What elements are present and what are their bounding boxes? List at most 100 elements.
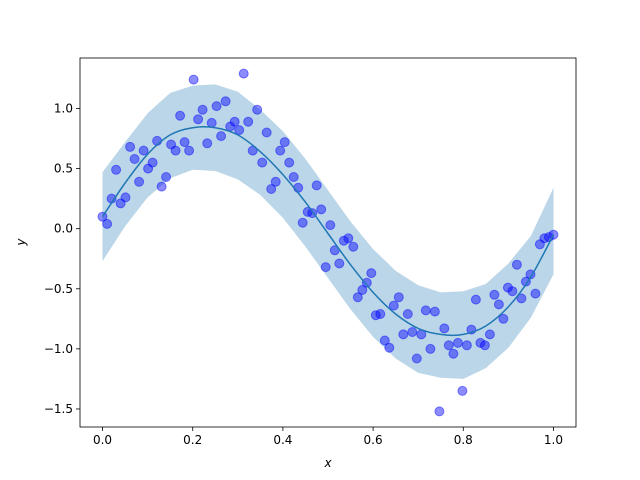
data-point <box>125 141 136 152</box>
y-tick-label: 0.5 <box>54 162 73 176</box>
data-point <box>111 164 122 175</box>
data-point <box>425 343 436 354</box>
data-point <box>470 294 481 305</box>
y-tick-label: 1.0 <box>54 101 73 115</box>
data-point <box>357 285 368 295</box>
data-point <box>525 269 536 280</box>
data-point <box>448 348 459 359</box>
data-point <box>238 68 249 79</box>
data-point <box>102 218 113 229</box>
axes-frame <box>79 57 577 428</box>
data-point <box>475 337 486 348</box>
data-point <box>489 289 500 300</box>
data-point <box>434 406 445 417</box>
plot-area <box>79 57 577 428</box>
data-point <box>429 306 440 317</box>
data-points <box>97 68 559 417</box>
y-axis-ticks: −1.5 −1.0 −0.5 0.0 0.5 1.0 <box>44 101 80 416</box>
data-point <box>257 157 268 168</box>
data-point <box>297 217 308 228</box>
data-point <box>375 309 386 319</box>
data-point <box>393 292 404 303</box>
data-point <box>134 176 145 187</box>
uncertainty-band <box>102 84 554 379</box>
data-point <box>338 235 349 246</box>
data-point <box>388 300 399 311</box>
fit-line <box>101 126 555 337</box>
data-point <box>325 220 336 231</box>
data-point <box>530 288 541 299</box>
data-point <box>539 233 550 244</box>
x-tick-label: 0.0 <box>93 433 112 447</box>
data-point <box>311 180 322 191</box>
data-point <box>479 340 490 351</box>
data-point <box>175 110 186 121</box>
data-point <box>179 137 190 148</box>
data-point <box>243 116 254 127</box>
data-point <box>457 385 468 396</box>
data-point <box>143 163 154 174</box>
data-point <box>188 74 199 85</box>
y-tick-label: −1.0 <box>44 342 73 356</box>
data-point <box>348 241 359 252</box>
data-point <box>411 353 422 364</box>
x-tick-label: 0.6 <box>364 433 383 447</box>
data-point <box>439 323 450 334</box>
data-point <box>170 145 181 156</box>
data-point <box>275 145 286 156</box>
data-point <box>211 101 222 112</box>
data-point <box>266 184 277 194</box>
data-point <box>156 181 167 192</box>
data-point <box>206 117 217 128</box>
data-point <box>229 116 240 127</box>
data-point <box>502 282 513 293</box>
data-point <box>534 239 545 250</box>
data-point <box>407 327 418 337</box>
data-point <box>548 229 559 240</box>
data-point <box>138 145 149 156</box>
data-point <box>234 125 245 136</box>
y-tick-label: −0.5 <box>44 282 73 296</box>
x-tick-label: 1.0 <box>544 433 563 447</box>
data-point <box>398 329 409 340</box>
data-point <box>511 259 522 270</box>
data-point <box>334 258 345 269</box>
data-point <box>352 292 363 303</box>
data-point <box>161 172 172 182</box>
data-point <box>316 204 327 215</box>
data-point <box>484 329 495 340</box>
data-point <box>379 335 390 346</box>
data-point <box>166 139 177 150</box>
data-point <box>320 262 331 273</box>
data-point <box>343 233 354 244</box>
data-point <box>279 137 290 148</box>
data-point <box>184 145 195 156</box>
data-point <box>193 114 204 125</box>
data-point <box>216 131 227 142</box>
data-point <box>147 157 158 168</box>
data-point <box>420 305 431 316</box>
data-point <box>261 127 272 138</box>
data-point <box>288 172 299 182</box>
data-point <box>197 104 208 115</box>
y-tick-label: 0.0 <box>54 222 73 236</box>
data-point <box>461 340 472 351</box>
data-point <box>202 138 213 149</box>
data-point <box>252 104 263 115</box>
data-point <box>270 176 281 187</box>
data-point <box>402 309 413 319</box>
x-tick-label: 0.8 <box>454 433 473 447</box>
data-point <box>370 310 381 321</box>
x-axis-label: x <box>323 456 332 470</box>
data-point <box>507 286 518 297</box>
x-tick-label: 0.4 <box>273 433 292 447</box>
data-point <box>284 157 295 168</box>
data-point <box>120 192 131 203</box>
data-point <box>384 342 395 353</box>
data-point <box>516 293 527 304</box>
x-axis-ticks: 0.0 0.2 0.4 0.6 0.8 1.0 <box>93 427 563 447</box>
data-point <box>498 313 509 324</box>
data-point <box>493 299 504 310</box>
